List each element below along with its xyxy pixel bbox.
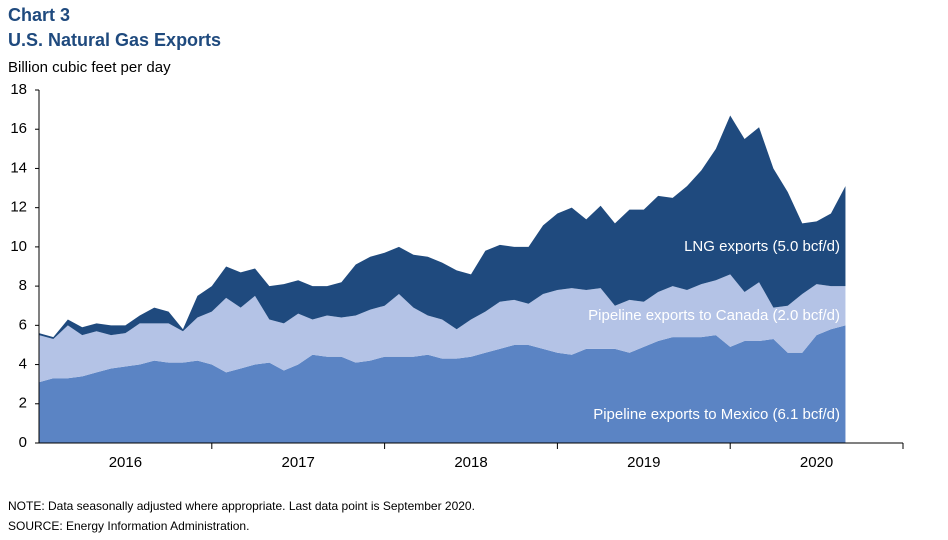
y-tick-label: 16 [10, 120, 27, 137]
x-tick-label: 2020 [800, 454, 833, 471]
y-tick-label: 14 [10, 159, 27, 176]
chart-subtitle: U.S. Natural Gas Exports [8, 30, 221, 50]
source: SOURCE: Energy Information Administratio… [8, 519, 249, 533]
y-tick-label: 4 [19, 356, 27, 373]
y-tick-label: 2 [19, 395, 27, 412]
note: NOTE: Data seasonally adjusted where app… [8, 499, 475, 513]
y-tick-label: 10 [10, 238, 27, 255]
area [39, 274, 846, 383]
chart-title: Chart 3 [8, 5, 70, 25]
y-tick-label: 0 [19, 434, 27, 451]
y-tick-label: 12 [10, 199, 27, 216]
series-label: Pipeline exports to Mexico (6.1 bcf/d) [593, 406, 840, 423]
x-tick-label: 2019 [627, 454, 660, 471]
y-tick-label: 8 [19, 277, 27, 294]
x-tick-label: 2017 [282, 454, 315, 471]
area [39, 325, 846, 443]
series-label: LNG exports (5.0 bcf/d) [684, 238, 840, 255]
y-tick-label: 6 [19, 316, 27, 333]
y-axis-label: Billion cubic feet per day [8, 59, 171, 76]
x-tick-label: 2018 [454, 454, 487, 471]
area [39, 115, 846, 340]
series-label: Pipeline exports to Canada (2.0 bcf/d) [588, 307, 840, 324]
x-tick-label: 2016 [109, 454, 142, 471]
y-tick-label: 18 [10, 81, 27, 98]
